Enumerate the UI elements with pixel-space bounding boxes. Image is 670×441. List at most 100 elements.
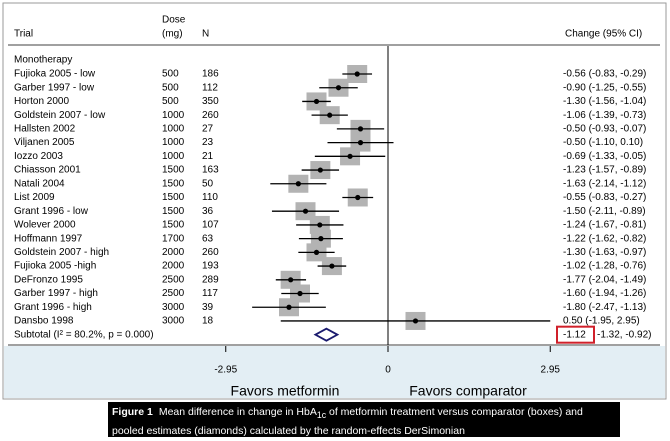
sample-size: 23 (202, 137, 214, 148)
dose: 500 (162, 82, 179, 93)
sample-size: 36 (202, 206, 214, 217)
effect-label: -1.22 (-1.62, -0.82) (563, 233, 646, 244)
caption-subscript: 1c (316, 410, 327, 421)
sample-size: 186 (202, 69, 219, 80)
sample-size: 112 (202, 82, 218, 93)
effect-label: -1.24 (-1.67, -0.81) (563, 220, 646, 231)
trial-name: Chiasson 2001 (14, 165, 81, 176)
effect-label: -0.50 (-0.93, -0.07) (563, 124, 646, 135)
dose: 1500 (162, 206, 185, 217)
sample-size: 110 (202, 192, 218, 203)
effect-label: -0.69 (-1.33, -0.05) (563, 151, 646, 162)
dose: 2500 (162, 288, 185, 299)
sample-size: 39 (202, 302, 214, 313)
dose: 1500 (162, 165, 185, 176)
point-estimate (286, 304, 292, 310)
trial-name: Dansbo 1998 (14, 316, 74, 327)
effect-label: -1.06 (-1.39, -0.73) (563, 110, 646, 121)
effect-label: -1.02 (-1.28, -0.76) (563, 261, 646, 272)
sample-size: 350 (202, 96, 219, 107)
point-estimate (354, 71, 360, 77)
trial-name: Grant 1996 - high (14, 302, 92, 313)
trial-name: Natali 2004 (14, 178, 65, 189)
trial-name: Horton 2000 (14, 96, 69, 107)
sample-size: 27 (202, 124, 214, 135)
point-estimate (355, 194, 361, 201)
trial-name: DeFronzo 1995 (14, 274, 83, 285)
point-estimate (335, 85, 342, 91)
sample-size: 18 (202, 316, 214, 327)
sample-size: 260 (202, 110, 219, 121)
dose: 3000 (162, 302, 185, 313)
favors-left: Favors metformin (231, 383, 340, 399)
dose: 1000 (162, 137, 185, 148)
sample-size: 63 (202, 233, 214, 244)
dose: 2500 (162, 274, 185, 285)
point-estimate (302, 208, 309, 214)
header-trial: Trial (14, 29, 33, 40)
point-estimate (313, 249, 320, 255)
point-estimate (295, 181, 301, 187)
point-estimate (318, 236, 324, 242)
dose: 2000 (162, 247, 185, 258)
subtotal-ci: -1.32, -0.92) (597, 329, 651, 340)
effect-label: -1.50 (-2.11, -0.89) (563, 206, 646, 217)
dose: 1000 (162, 110, 185, 121)
subtotal-label: Subtotal (I² = 80.2%, p = 0.000) (14, 329, 154, 340)
caption-text: of metformin treatment versus comparator… (112, 406, 583, 438)
header-dose-unit: (mg) (162, 29, 183, 40)
point-estimate (297, 290, 303, 297)
trial-name: Hallsten 2002 (14, 124, 76, 135)
header-n: N (202, 29, 209, 40)
dose: 1000 (162, 124, 185, 135)
caption: Figure 1 Mean difference in change in HbA… (108, 402, 620, 437)
point-estimate (317, 167, 323, 173)
trial-name: Goldstein 2007 - high (14, 247, 109, 258)
group-label: Monotherapy (14, 55, 72, 66)
effect-label: -0.50 (-1.10, 0.10) (563, 137, 643, 148)
subtotal-value: -1.12 (563, 329, 586, 340)
x-tick-label: 0 (385, 365, 391, 376)
dose: 1000 (162, 151, 185, 162)
caption-text: Mean difference in change in HbA (158, 406, 317, 418)
pooled-diamond (313, 327, 340, 342)
effect-label: 0.50 (-1.95, 2.95) (563, 316, 640, 327)
dose: 500 (162, 96, 179, 107)
axis-band (4, 346, 665, 398)
dose: 3000 (162, 316, 185, 327)
trial-name: Viljanen 2005 (14, 137, 75, 148)
effect-label: -1.23 (-1.57, -0.89) (563, 165, 646, 176)
trial-name: List 2009 (14, 192, 55, 203)
point-estimate (357, 126, 364, 132)
header-dose: Dose (162, 15, 186, 26)
dose: 1500 (162, 220, 185, 231)
effect-label: -1.30 (-1.63, -0.97) (563, 247, 646, 258)
sample-size: 117 (202, 288, 218, 299)
x-tick-label: -2.95 (214, 365, 237, 376)
header-change: Change (95% CI) (565, 29, 642, 40)
trial-name: Garber 1997 - high (14, 288, 98, 299)
trial-name: Garber 1997 - low (14, 82, 95, 93)
sample-size: 289 (202, 274, 219, 285)
x-tick-label: 2.95 (541, 365, 561, 376)
point-estimate (288, 277, 294, 283)
point-estimate (317, 222, 323, 228)
trial-name: Fujioka 2005 - low (14, 69, 96, 80)
sample-size: 21 (202, 151, 214, 162)
point-estimate (412, 318, 419, 324)
effect-label: -1.63 (-2.14, -1.12) (563, 178, 646, 189)
sample-size: 193 (202, 261, 219, 272)
dose: 1500 (162, 178, 185, 189)
dose: 2000 (162, 261, 185, 272)
trial-name: Iozzo 2003 (14, 151, 63, 162)
dose: 1700 (162, 233, 185, 244)
sample-size: 50 (202, 178, 214, 189)
point-estimate (313, 98, 320, 105)
sample-size: 260 (202, 247, 219, 258)
point-estimate (327, 112, 333, 118)
effect-label: -1.30 (-1.56, -1.04) (563, 96, 646, 107)
highlight-box (556, 325, 595, 344)
effect-label: -0.55 (-0.83, -0.27) (563, 192, 646, 203)
